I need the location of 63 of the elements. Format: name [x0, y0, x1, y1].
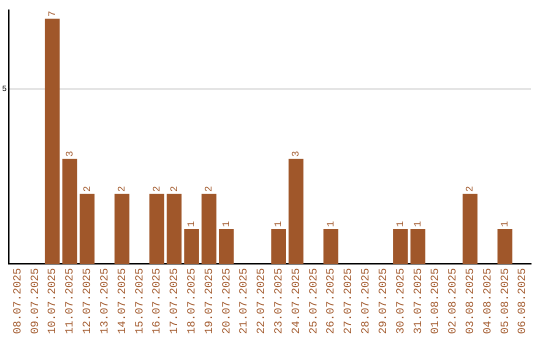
- x-tick-label: 29.07.2025: [378, 268, 390, 334]
- bar: [393, 228, 408, 264]
- bar: [288, 158, 304, 264]
- bar: [323, 228, 338, 264]
- data-label: 2: [204, 186, 216, 192]
- bar: [462, 194, 478, 264]
- bar: [44, 18, 60, 264]
- x-tick-label: 09.07.2025: [30, 268, 42, 334]
- data-label: 1: [500, 220, 512, 227]
- x-tick-label: 14.07.2025: [116, 268, 129, 334]
- x-tick-label: 20.07.2025: [221, 268, 234, 334]
- x-tick-label: 27.07.2025: [343, 268, 356, 334]
- x-tick-label: 03.08.2025: [464, 268, 477, 334]
- data-label: 2: [170, 186, 181, 192]
- data-label: 3: [292, 150, 303, 157]
- bar: [80, 194, 95, 264]
- x-tick-label: 25.07.2025: [308, 268, 320, 334]
- x-tick-label: 23.07.2025: [274, 268, 286, 334]
- x-tick-label: 19.07.2025: [204, 268, 216, 334]
- x-tick-label: 15.07.2025: [134, 268, 146, 334]
- data-label: 2: [82, 186, 94, 192]
- x-tick-label: 02.08.2025: [448, 268, 460, 334]
- bar: [218, 228, 234, 264]
- data-label: 2: [118, 186, 129, 192]
- x-tick-label: 24.07.2025: [290, 268, 303, 334]
- data-label: 7: [48, 10, 59, 17]
- x-tick-label: 04.08.2025: [482, 268, 494, 334]
- x-tick-label: 05.08.2025: [500, 268, 512, 334]
- data-label: 3: [65, 150, 76, 157]
- data-label: 1: [274, 220, 286, 227]
- x-tick-label: 28.07.2025: [360, 268, 373, 334]
- bar: [271, 228, 286, 264]
- x-tick-label: 08.07.2025: [12, 268, 24, 334]
- x-tick-label: 13.07.2025: [99, 268, 112, 334]
- data-label: 1: [326, 220, 338, 227]
- x-tick-label: 21.07.2025: [238, 268, 251, 334]
- data-label: 2: [152, 186, 164, 192]
- bar: [166, 194, 182, 264]
- data-label: 1: [222, 220, 234, 227]
- x-tick-label: 06.08.2025: [517, 268, 530, 334]
- bar: [184, 228, 199, 264]
- data-label: 1: [413, 220, 424, 227]
- x-tick-label: 01.08.2025: [430, 268, 442, 334]
- x-tick-label: 11.07.2025: [64, 268, 77, 334]
- x-tick-label: 16.07.2025: [152, 268, 164, 334]
- bar: [202, 194, 216, 264]
- bar: [114, 194, 130, 264]
- x-tick-label: 30.07.2025: [395, 268, 408, 334]
- x-tick-label: 18.07.2025: [186, 268, 198, 334]
- x-tick-label: 31.07.2025: [412, 268, 425, 334]
- data-label: 2: [466, 186, 477, 192]
- x-tick-label: 12.07.2025: [82, 268, 94, 334]
- x-tick-label: 22.07.2025: [256, 268, 268, 334]
- bar: [497, 228, 512, 264]
- x-tick-label: 17.07.2025: [169, 268, 182, 334]
- x-tick-label: 26.07.2025: [326, 268, 338, 334]
- x-tick-label: 10.07.2025: [47, 268, 60, 334]
- bar: [149, 194, 164, 264]
- bar: [62, 158, 78, 264]
- data-label: 1: [187, 220, 198, 227]
- data-label: 1: [396, 220, 408, 227]
- y-tick-label: 5: [2, 84, 7, 94]
- bar: [410, 228, 426, 264]
